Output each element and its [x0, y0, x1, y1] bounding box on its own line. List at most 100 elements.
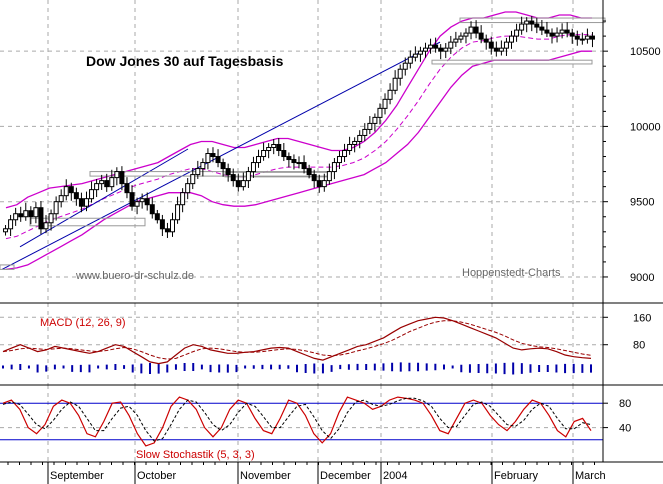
candle-body — [109, 177, 115, 188]
candle-body — [574, 35, 580, 40]
x-tick-label: February — [494, 470, 539, 482]
candle-body — [362, 128, 368, 136]
candle — [8, 214, 14, 237]
candle — [397, 64, 403, 86]
candle — [266, 143, 272, 159]
candle — [250, 156, 256, 178]
candle — [342, 143, 348, 162]
candle-body — [503, 41, 509, 49]
candle — [78, 192, 84, 213]
x-tick-label: March — [575, 470, 606, 482]
candle-body — [417, 50, 423, 55]
candle — [372, 113, 378, 132]
macd-y-tick-label: 160 — [633, 312, 651, 324]
candle-body — [68, 186, 74, 194]
candle-body — [448, 41, 454, 49]
candle-body — [245, 171, 251, 182]
candle — [83, 191, 89, 212]
candle — [200, 158, 206, 177]
candle-body — [412, 53, 418, 58]
candle-body — [180, 192, 186, 206]
candle — [170, 212, 176, 237]
candle — [3, 225, 9, 236]
candle-body — [144, 198, 150, 206]
candle — [205, 148, 211, 170]
candle — [453, 31, 459, 47]
panel-frames — [0, 0, 663, 463]
candle-body — [139, 198, 145, 203]
candle-body — [200, 162, 206, 170]
price-grid — [0, 0, 603, 303]
chart-title: Dow Jones 30 auf Tagesbasis — [86, 53, 284, 69]
stochastic-panel: 40 80 Slow Stochastik (5, 3, 3) — [0, 385, 631, 462]
level-box — [0, 264, 15, 270]
candle — [271, 139, 277, 155]
candle — [458, 32, 464, 43]
candle-body — [579, 38, 585, 41]
candle-body — [478, 32, 484, 40]
candle-body — [13, 213, 19, 221]
candle — [18, 206, 24, 222]
candle-body — [311, 174, 317, 182]
candle — [245, 166, 251, 188]
candle-body — [3, 228, 9, 233]
candle — [468, 21, 474, 40]
candle — [94, 178, 100, 198]
candle — [422, 42, 428, 58]
candle-body — [104, 180, 110, 188]
candle-body — [453, 38, 459, 43]
candle — [281, 142, 287, 162]
candle-body — [134, 201, 140, 207]
candle-body — [129, 192, 135, 207]
candle-body — [352, 140, 358, 145]
candle-body — [372, 116, 378, 124]
candle-body — [58, 195, 64, 203]
candle-body — [99, 180, 105, 185]
candle-body — [514, 29, 520, 37]
candle — [524, 17, 530, 33]
x-axis: September October November December 2004 Febr… — [0, 461, 606, 484]
stochastic-y-axis: 40 80 — [603, 398, 631, 435]
candle-body — [387, 89, 393, 100]
x-tick-label: December — [320, 470, 371, 482]
candle-body — [392, 77, 398, 91]
candle-body — [422, 47, 428, 52]
candle-body — [569, 32, 575, 37]
candle — [569, 28, 575, 44]
candle — [28, 206, 34, 225]
stochastic-y-tick-label: 40 — [619, 423, 631, 435]
candle-body — [342, 150, 348, 158]
x-tick-label: November — [240, 470, 291, 482]
candle — [306, 164, 312, 179]
macd-y-axis: 80 160 — [603, 312, 651, 352]
candle — [564, 22, 570, 38]
candle-body — [498, 47, 504, 52]
candle — [463, 28, 469, 44]
candle — [311, 169, 317, 188]
candle-body — [377, 107, 383, 118]
candle — [210, 147, 216, 163]
stochastic-d-line — [2, 397, 592, 442]
candle-body — [286, 156, 292, 161]
candle — [509, 30, 515, 49]
candle — [23, 202, 29, 221]
candle — [417, 46, 423, 62]
candle-body — [78, 198, 84, 207]
macd-panel: 80 160 MACD (12, 26, 9) — [0, 303, 651, 385]
candle — [104, 173, 110, 192]
candle-body — [473, 26, 479, 34]
candle — [159, 214, 165, 237]
candle — [58, 189, 64, 208]
candle-body — [438, 47, 444, 52]
candle — [190, 167, 196, 190]
candle — [154, 209, 160, 224]
candle-body — [185, 183, 191, 194]
candle — [144, 192, 150, 211]
candle — [478, 25, 484, 44]
macd-label: MACD (12, 26, 9) — [40, 317, 126, 329]
candle-body — [225, 168, 231, 176]
candle-body — [266, 147, 272, 152]
candle — [407, 50, 413, 69]
candle — [119, 166, 125, 191]
